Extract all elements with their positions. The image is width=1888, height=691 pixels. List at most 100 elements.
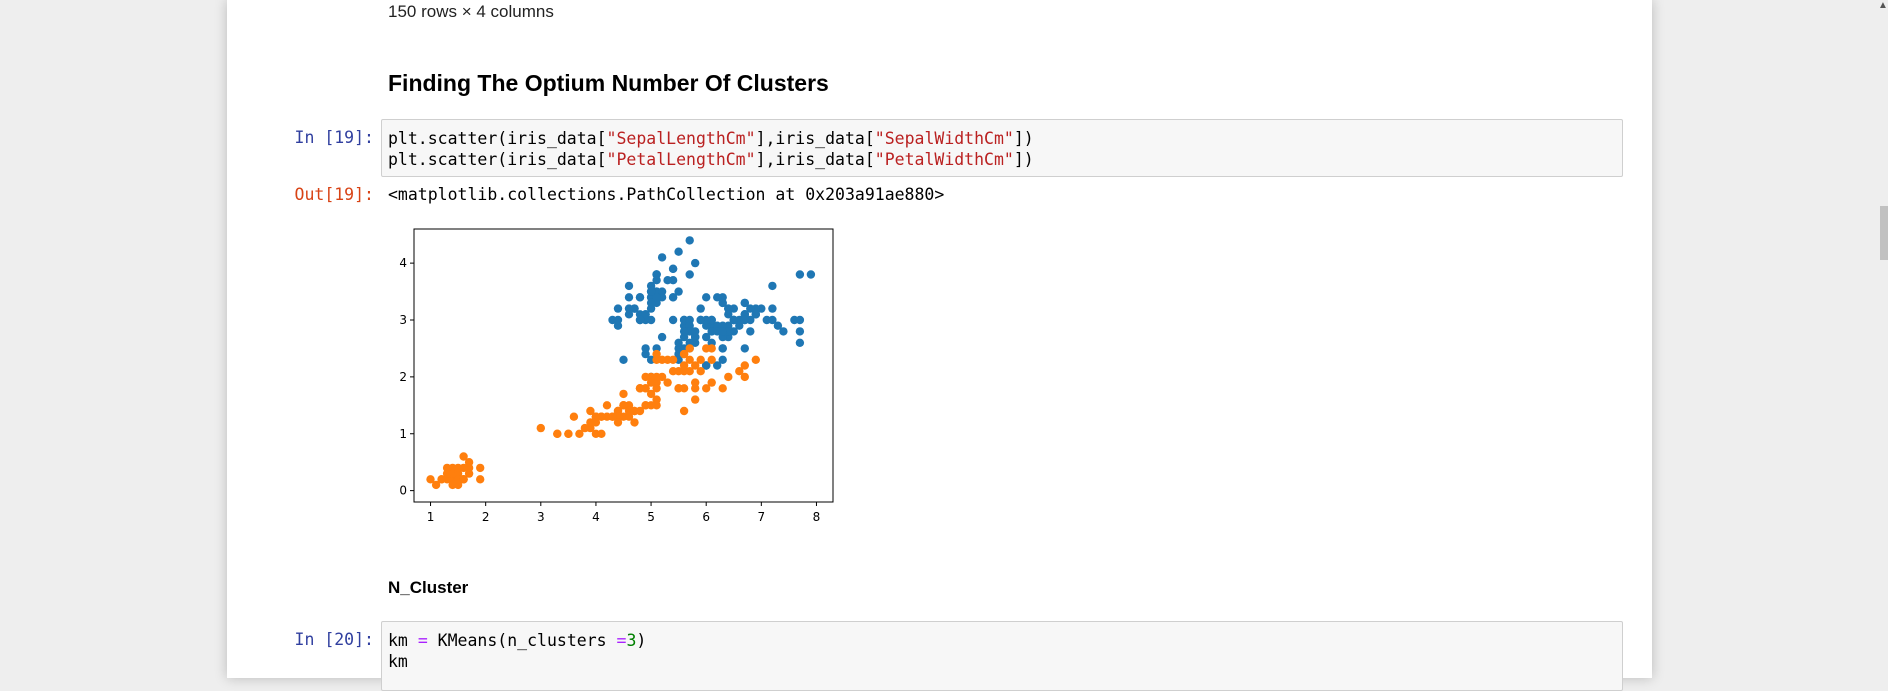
cell-19-code-input[interactable]: plt.scatter(iris_data["SepalLengthCm"],i… [381, 119, 1623, 177]
scatter-point-series-1-16 [668, 264, 678, 273]
code-line-1: km = KMeans(n_clusters =3) [388, 631, 647, 650]
scatter-point-series-1-34 [641, 310, 650, 319]
cell-20-in-prompt: In [20]: [294, 630, 374, 649]
scatter-point-series-1-15 [685, 236, 694, 245]
scatter-point-series-2-71 [696, 367, 705, 376]
scatter-point-series-2-94 [702, 384, 711, 393]
x-tick-label-7: 8 [813, 510, 821, 524]
scatter-point-series-2-66 [608, 412, 617, 421]
scatter-point-series-2-80 [663, 378, 672, 387]
scatter-point-series-2-39 [569, 412, 579, 421]
y-tick-label-3: 3 [399, 313, 407, 327]
scatter-point-series-2-53 [580, 423, 590, 433]
scatter-point-series-1-44 [635, 315, 645, 325]
scatter-point-series-2-34 [586, 406, 595, 416]
scatter-point-series-2-108 [668, 367, 678, 376]
scatter-point-series-1-128 [768, 315, 777, 325]
scatter-point-series-2-63 [591, 418, 601, 427]
scatter-point-series-1-41 [613, 304, 623, 313]
scatter-point-series-2-21 [459, 452, 468, 461]
scatter-point-series-2-111 [696, 355, 705, 364]
scatter-point-series-1-89 [674, 338, 683, 347]
x-tick-label-5: 6 [702, 510, 710, 524]
scatter-point-series-2-75 [619, 389, 628, 399]
scatter-point-series-1-124 [768, 304, 777, 313]
scatter-point-series-2-113 [657, 355, 667, 364]
x-tick-label-1: 2 [482, 510, 490, 524]
scatter-point-series-1-22 [624, 281, 634, 291]
scatter-point-series-1-145 [718, 344, 727, 353]
scatter-point-series-2-78 [707, 344, 716, 353]
cell-19-out-prompt: Out[19]: [294, 185, 374, 204]
scatter-point-series-2-51 [646, 389, 656, 399]
scatter-point-series-1-32 [657, 253, 667, 262]
code-line-2: plt.scatter(iris_data["PetalLengthCm"],i… [388, 150, 1034, 169]
scatter-point-series-2-61 [613, 418, 623, 427]
scatter-point-series-2-47 [630, 418, 639, 427]
scatter-point-series-1-40 [619, 355, 628, 364]
scatter-point-series-1-106 [773, 321, 783, 330]
plot-marks [426, 236, 816, 490]
scatter-point-series-2-10 [464, 469, 474, 478]
scatter-point-series-2-118 [691, 378, 700, 387]
x-axis-ticks: 1 2 3 4 5 6 7 8 [427, 502, 821, 524]
x-tick-label-0: 1 [427, 510, 435, 524]
scatter-point-series-2-100 [724, 372, 733, 382]
scatter-point-series-2-112 [685, 344, 694, 353]
scatter-point-series-2-86 [740, 361, 749, 370]
code-line-2: km [388, 652, 408, 671]
scatter-point-series-2-41 [597, 429, 606, 438]
scatter-point-series-2-98 [691, 395, 700, 404]
scatter-point-series-1-37 [613, 315, 623, 325]
scatter-point-series-1-38 [652, 293, 661, 302]
dataframe-shape-text: 150 rows × 4 columns [388, 2, 554, 21]
scatter-point-series-2-117 [652, 384, 661, 393]
markdown-heading-n-cluster: N_Cluster [388, 578, 469, 597]
scatter-point-series-2-99 [707, 378, 716, 387]
code-line-1: plt.scatter(iris_data["SepalLengthCm"],i… [388, 129, 1034, 148]
scatter-point-series-1-147 [713, 293, 722, 302]
scroll-up-arrow-icon[interactable]: ▲ [1878, 0, 1888, 11]
scatter-point-series-2-19 [448, 480, 457, 490]
x-tick-label-4: 5 [647, 510, 655, 524]
scatter-point-series-2-14 [476, 475, 485, 484]
scatter-plot-svg: 1 2 3 4 5 6 7 8 0 1 2 3 4 [399, 228, 834, 524]
scatter-point-series-2-25 [459, 475, 468, 484]
scatter-point-series-1-143 [740, 298, 749, 308]
x-tick-label-2: 3 [537, 510, 545, 524]
scatter-point-series-1-45 [652, 270, 661, 279]
scatter-point-series-1-31 [668, 293, 678, 302]
scatter-point-series-2-87 [751, 355, 760, 364]
scatter-point-series-1-58 [657, 332, 667, 342]
scatter-point-series-1-134 [795, 315, 805, 325]
scatter-point-series-1-132 [718, 327, 727, 336]
scatter-point-series-2-67 [536, 423, 545, 433]
scatter-point-series-2-36 [602, 401, 612, 410]
scatter-point-series-1-25 [646, 315, 656, 325]
scatter-point-series-1-118 [702, 361, 711, 370]
scatter-point-series-1-107 [740, 344, 749, 353]
scatter-point-series-1-148 [696, 315, 705, 325]
cell-20-code-input[interactable]: km = KMeans(n_clusters =3) km [381, 621, 1623, 691]
scatter-point-series-1-24 [635, 293, 645, 302]
page-scrollbar-thumb[interactable] [1880, 206, 1888, 260]
y-axis-ticks: 0 1 2 3 4 [399, 256, 414, 498]
markdown-heading-optimum-clusters: Finding The Optium Number Of Clusters [388, 70, 829, 96]
scatter-point-series-2-20 [476, 463, 485, 473]
scatter-point-series-1-121 [795, 327, 805, 336]
scatter-point-series-1-116 [795, 270, 805, 279]
scatter-point-series-2-64 [553, 429, 562, 438]
scatter-point-series-2-115 [657, 372, 667, 382]
scatter-point-series-1-36 [674, 287, 683, 296]
scatter-point-series-2-12 [426, 475, 435, 484]
x-tick-label-3: 4 [592, 510, 600, 524]
scatter-point-series-1-86 [718, 355, 727, 364]
scatter-point-series-1-129 [779, 327, 788, 336]
scatter-point-series-1-84 [702, 293, 711, 302]
scatter-point-series-2-50 [635, 406, 645, 416]
scatter-point-series-2-114 [646, 378, 656, 387]
scatter-point-series-2-104 [707, 355, 716, 364]
y-tick-label-0: 0 [399, 484, 407, 498]
scatter-point-series-1-117 [795, 338, 805, 347]
y-tick-label-4: 4 [399, 256, 407, 270]
